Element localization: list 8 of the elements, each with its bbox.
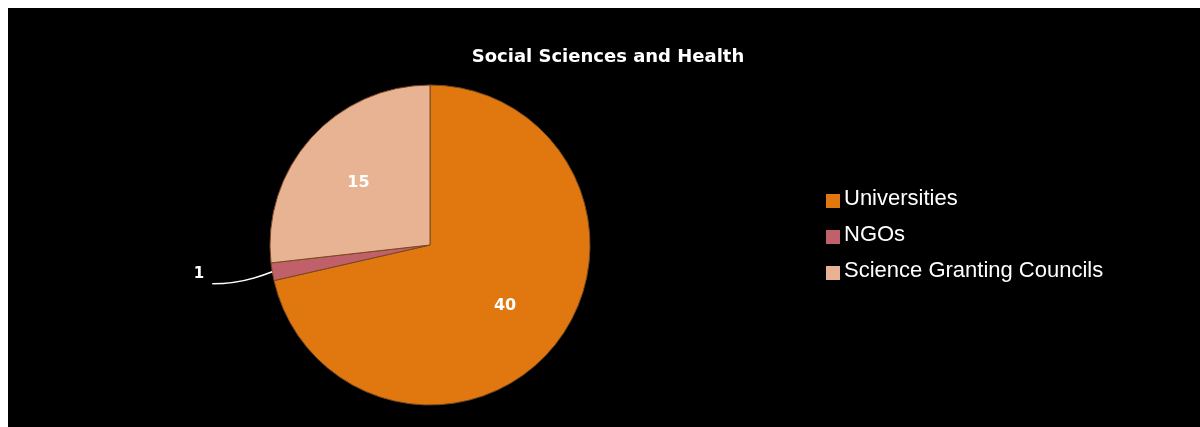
data-label: 1 [193,263,205,282]
legend-label: Science Granting Councils [844,257,1104,282]
pie-slice [273,84,591,406]
data-label: 40 [493,295,517,315]
legend-label: NGOs [844,221,906,246]
legend-label: Universities [844,185,958,210]
data-label: 15 [347,171,370,191]
chart-title: Social Sciences and Health [470,45,746,66]
